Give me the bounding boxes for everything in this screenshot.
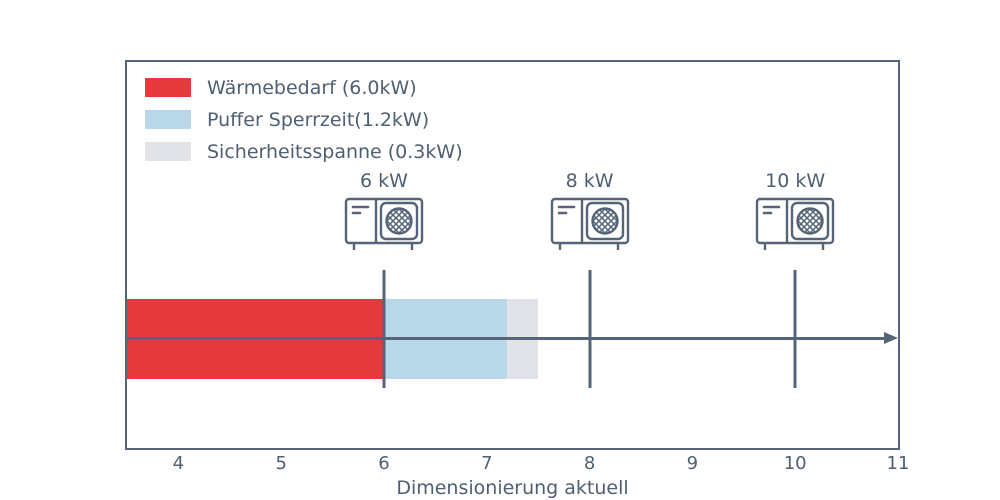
x-tick-10: 10 — [783, 453, 807, 474]
x-tick-8: 8 — [583, 453, 596, 474]
x-tick-9: 9 — [686, 453, 699, 474]
pump-marker-line — [793, 270, 797, 388]
heat-pump-icon — [344, 197, 424, 255]
heat-pump-icon — [755, 197, 835, 255]
x-tick-5: 5 — [275, 453, 287, 474]
x-tick-4: 4 — [172, 453, 185, 474]
pump-size-label: 8 kW — [565, 170, 614, 192]
x-tick-7: 7 — [481, 453, 493, 474]
legend-label: Puffer Sperrzeit(1.2kW) — [207, 108, 430, 131]
x-axis-arrow-line — [127, 337, 886, 340]
legend: Wärmebedarf (6.0kW) Puffer Sperrzeit(1.2… — [145, 75, 463, 164]
legend-swatch — [145, 142, 191, 161]
legend-swatch — [145, 78, 191, 97]
heat-pump-icon — [550, 197, 630, 255]
x-axis-label: Dimensionierung aktuell — [396, 477, 629, 499]
pump-size-label: 10 kW — [765, 170, 826, 192]
pump-size-label: 6 kW — [360, 170, 408, 192]
x-tick-labels: 4 5 6 7 8 9 10 11 — [127, 453, 910, 477]
plot-area: Wärmebedarf (6.0kW) Puffer Sperrzeit(1.2… — [125, 60, 900, 450]
pump-marker-line — [382, 270, 386, 388]
legend-item: Sicherheitsspanne (0.3kW) — [145, 139, 463, 164]
x-tick-6: 6 — [378, 453, 390, 474]
legend-item: Puffer Sperrzeit(1.2kW) — [145, 107, 463, 132]
x-axis-arrowhead — [884, 332, 898, 344]
legend-label: Wärmebedarf (6.0kW) — [207, 76, 417, 99]
x-tick-11: 11 — [886, 453, 910, 474]
legend-item: Wärmebedarf (6.0kW) — [145, 75, 463, 100]
legend-label: Sicherheitsspanne (0.3kW) — [207, 140, 463, 163]
pump-marker-line — [588, 270, 592, 388]
legend-swatch — [145, 110, 191, 129]
